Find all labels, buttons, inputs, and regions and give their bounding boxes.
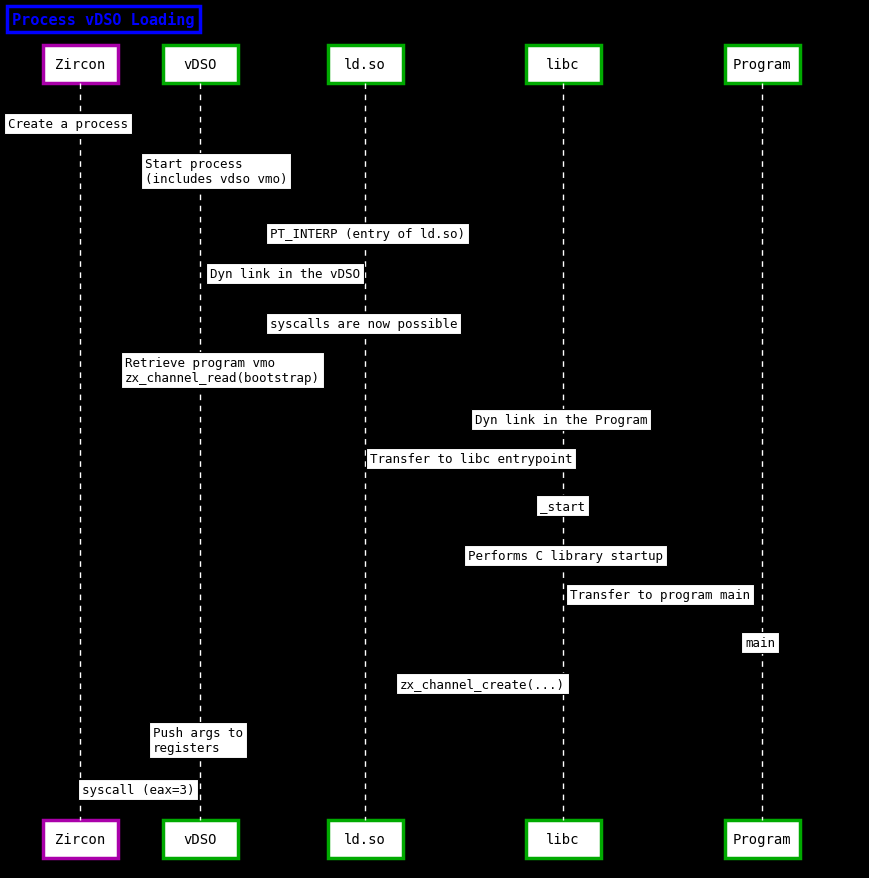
FancyBboxPatch shape: [526, 820, 600, 858]
Text: Create a process: Create a process: [8, 118, 128, 131]
Text: syscall (eax=3): syscall (eax=3): [82, 783, 195, 796]
Text: ld.so: ld.so: [344, 58, 386, 72]
FancyBboxPatch shape: [725, 46, 799, 84]
FancyBboxPatch shape: [163, 820, 237, 858]
Text: main: main: [745, 637, 775, 649]
Text: libc: libc: [547, 832, 580, 846]
Text: Push args to
registers: Push args to registers: [153, 726, 243, 754]
FancyBboxPatch shape: [43, 820, 117, 858]
Text: ld.so: ld.so: [344, 832, 386, 846]
Text: Dyn link in the Program: Dyn link in the Program: [475, 414, 647, 427]
FancyBboxPatch shape: [328, 820, 402, 858]
FancyBboxPatch shape: [725, 820, 799, 858]
Text: Zircon: Zircon: [55, 832, 105, 846]
Text: Start process
(includes vdso vmo): Start process (includes vdso vmo): [145, 158, 288, 186]
Text: _start: _start: [540, 500, 585, 513]
Text: syscalls are now possible: syscalls are now possible: [270, 318, 457, 331]
Text: libc: libc: [547, 58, 580, 72]
Text: Performs C library startup: Performs C library startup: [468, 550, 663, 563]
Text: Program: Program: [733, 58, 792, 72]
Text: Process vDSO Loading: Process vDSO Loading: [12, 12, 195, 28]
Text: Transfer to program main: Transfer to program main: [570, 588, 750, 601]
Text: Zircon: Zircon: [55, 58, 105, 72]
Text: zx_channel_create(...): zx_channel_create(...): [400, 677, 565, 690]
FancyBboxPatch shape: [163, 46, 237, 84]
FancyBboxPatch shape: [43, 46, 117, 84]
Text: Program: Program: [733, 832, 792, 846]
Text: vDSO: vDSO: [183, 58, 216, 72]
Text: Transfer to libc entrypoint: Transfer to libc entrypoint: [370, 452, 573, 465]
Text: PT_INTERP (entry of ld.so): PT_INTERP (entry of ld.so): [270, 227, 465, 241]
FancyBboxPatch shape: [526, 46, 600, 84]
Text: Dyn link in the vDSO: Dyn link in the vDSO: [210, 268, 360, 281]
Text: Retrieve program vmo
zx_channel_read(bootstrap): Retrieve program vmo zx_channel_read(boo…: [125, 356, 320, 385]
Text: vDSO: vDSO: [183, 832, 216, 846]
FancyBboxPatch shape: [328, 46, 402, 84]
